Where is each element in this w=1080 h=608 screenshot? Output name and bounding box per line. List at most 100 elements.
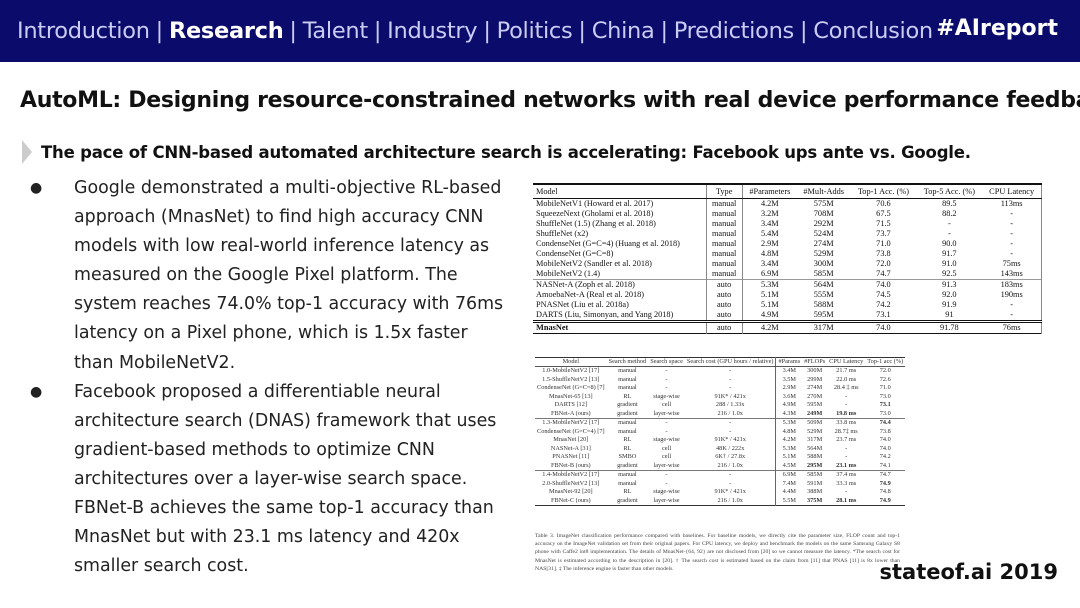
table-cell: 388M: [807, 488, 823, 495]
table-cell: 21.7 ms: [836, 367, 857, 374]
table-cell: 91.3: [916, 279, 983, 290]
table-row: DARTS [12] gradient cell 288 / 1.33x 4.9M 595…: [535, 401, 905, 410]
table-cell: -: [665, 384, 668, 391]
table-row: 1.4-MobileNetV2 [17] manual - -6.9M 585M 37.4…: [535, 470, 906, 480]
table-cell: 74.9: [879, 496, 891, 504]
table-cell: 216 / 1.0x: [684, 409, 777, 419]
table-cell: 295M: [806, 461, 823, 469]
table-cell: -: [684, 418, 777, 428]
table-row: CondenseNet (G=C=4) [7] manual - -4.8M 529M 2…: [535, 427, 905, 436]
top-nav-bar: Introduction | Research | Talent | Industry | Po…: [0, 0, 1080, 62]
nav-item-talent[interactable]: Talent: [302, 18, 368, 44]
table-cell: -: [845, 444, 848, 452]
table-cell: 71.0: [879, 384, 891, 391]
table-cell: 91K* / 421x: [684, 436, 777, 445]
table-cell: 4.4M: [782, 488, 797, 495]
nav-item-predictions[interactable]: Predictions: [673, 18, 795, 44]
table-cell: 585M: [813, 269, 834, 278]
table-cell: 91.7: [942, 249, 957, 258]
table-cell: 4.5M: [782, 461, 797, 469]
nav-item-introduction[interactable]: Introduction: [17, 18, 150, 44]
table-cell: 73.1: [879, 401, 891, 408]
table-cell: 4.9M: [782, 401, 797, 408]
table-cell: -: [845, 401, 848, 408]
table-cell: SMBO: [618, 453, 637, 460]
table-row: CondenseNet (G=C=8) [7] manual - -2.9M 274M 2…: [535, 384, 905, 393]
table-cell: 317M: [807, 436, 823, 443]
table-cell: 3.2M: [760, 209, 779, 218]
table-row: 1.3-MobileNetV2 [17] manual - -5.3M 509M 33.8…: [535, 418, 906, 428]
table-cell: 300M: [807, 367, 823, 374]
table-cell: 23.1 ms: [836, 461, 857, 469]
table-cell: 74.2: [879, 453, 891, 460]
table-cell: 529M: [807, 427, 823, 435]
table-cell: 74.0: [879, 436, 891, 443]
nav-item-politics[interactable]: Politics: [496, 18, 573, 44]
table-cell: manual: [606, 418, 649, 428]
table-cell: auto: [706, 290, 743, 300]
table-cell: 4.8M: [782, 427, 797, 435]
table-row: FBNet-C (ours) gradient layer-wise 216 / 1.…: [535, 496, 905, 506]
table-cell: 2.0-ShuffleNetV2 [13]: [542, 479, 600, 487]
table-cell: FBNet-A (ours): [550, 409, 591, 417]
column-header: #FLOPs: [802, 357, 828, 367]
table-cell: manual: [706, 198, 743, 209]
table-row: CondenseNet (G=C=8) manual 4.8M 529M 73.8 91.…: [533, 249, 1043, 259]
table-row: 1.0-MobileNetV2 [17] manual - -3.4M 300M 21.7…: [535, 366, 905, 376]
table-cell: 3.6M: [782, 392, 797, 400]
table-cell: 595M: [807, 401, 823, 408]
column-header: Type: [706, 184, 743, 199]
table-cell: 274M: [807, 384, 823, 391]
table-cell: 190ms: [982, 290, 1043, 300]
nav-separator: |: [155, 18, 164, 44]
table-cell: 7.4M: [782, 479, 797, 487]
hashtag: #AIreport: [936, 16, 1058, 41]
column-header: #Params: [775, 357, 803, 367]
table-cell: RL: [623, 392, 632, 400]
table-cell: 6.9M: [775, 470, 803, 480]
table-row: MnasNet auto 4.2M 317M 74.0 91.78 76ms: [533, 320, 1043, 334]
table-row: CondenseNet (G=C=4) (Huang et al. 2018) m…: [533, 239, 1043, 249]
table-cell: manual: [706, 269, 743, 280]
table-cell: -: [982, 209, 1043, 219]
table-cell: auto: [706, 300, 743, 310]
table-cell: 71.5: [876, 219, 891, 228]
nav-item-industry[interactable]: Industry: [387, 18, 478, 44]
table-cell: 3.5M: [782, 375, 797, 383]
table-cell: FBNet-C (ours): [550, 496, 591, 504]
table-cell: -: [947, 219, 951, 228]
table-cell: -: [684, 366, 777, 376]
table-cell: RL: [623, 436, 632, 443]
table-cell: 74.8: [879, 488, 891, 495]
subtitle: The pace of CNN-based automated architec…: [22, 140, 971, 164]
table-cell: 74.2: [876, 300, 891, 309]
table-cell: 73.8: [876, 249, 891, 258]
column-header: #Mult-Adds: [796, 184, 851, 199]
table-cell: 72.0: [876, 259, 891, 268]
table-cell: 216 / 1.0x: [684, 461, 777, 471]
mnasnet-comparison-table: Model Type #Parameters #Mult-Adds Top-1 Acc.…: [533, 183, 1043, 334]
nav-item-research[interactable]: Research: [168, 18, 284, 44]
table-cell: gradient: [617, 409, 638, 417]
subtitle-text: The pace of CNN-based automated architec…: [41, 142, 971, 162]
table-row: AmoebaNet-A (Real et al. 2018) auto 5.1M 55…: [533, 290, 1043, 300]
table-cell: CondenseNet (G=C=4) [7]: [537, 427, 605, 435]
table-cell: 6K† / 27.8x: [684, 453, 777, 462]
table-cell: stage-wise: [653, 392, 680, 400]
table-cell: manual: [706, 239, 743, 249]
table-row: FBNet-B (ours) gradient layer-wise 216 / 1.…: [535, 461, 905, 471]
table-cell: 4.8M: [760, 249, 779, 258]
table-cell: 708M: [813, 209, 834, 218]
table-cell: 595M: [813, 310, 834, 319]
column-header: Top-1 acc (%): [865, 357, 906, 367]
nav-item-china[interactable]: China: [591, 18, 655, 44]
column-header: Top-1 Acc. (%): [850, 184, 917, 199]
table-cell: 4.3M: [782, 409, 797, 417]
table-cell: 70.6: [876, 199, 891, 208]
table-cell: 575M: [813, 199, 834, 208]
column-header: CPU Latency: [827, 357, 866, 367]
table-cell: NASNet-A [31]: [550, 444, 591, 452]
nav-item-conclusion[interactable]: Conclusion: [813, 18, 933, 44]
table-row: MobileNetV2 (1.4) manual 6.9M 585M 74.7 92.5 1…: [533, 269, 1043, 280]
table-cell: 48K / 222x: [684, 444, 777, 453]
